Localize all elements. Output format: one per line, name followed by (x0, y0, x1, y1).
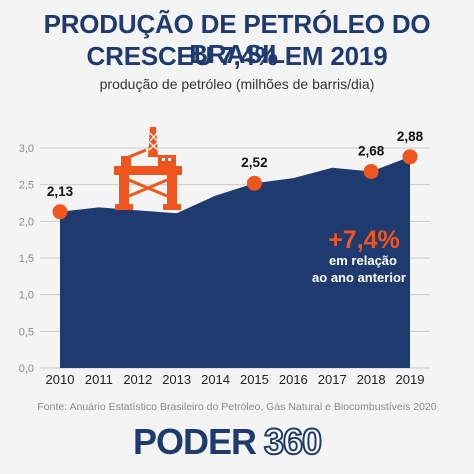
y-tick-label: 2,5 (19, 180, 34, 192)
y-tick-label: 2,0 (19, 216, 34, 228)
data-label-2019: 2,88 (397, 129, 424, 144)
oil-platform-icon (114, 127, 182, 210)
x-tick-label: 2010 (46, 372, 75, 387)
x-tick-label: 2015 (240, 372, 269, 387)
data-marker-2018 (363, 163, 379, 179)
production-chart: 0,0 0,5 1,0 1,5 2,0 2,5 3,0 2,13 2,5 (19, 127, 430, 387)
y-tick-label: 0,0 (19, 363, 34, 375)
x-tick-label: 2018 (357, 372, 386, 387)
production-area (60, 156, 410, 368)
x-tick-label: 2012 (123, 372, 152, 387)
data-marker-2015 (246, 175, 262, 191)
x-tick-label: 2013 (162, 372, 191, 387)
data-marker-2010 (52, 204, 68, 220)
y-tick-label: 1,5 (19, 253, 34, 265)
x-tick-label: 2019 (396, 372, 425, 387)
chart-subtitle: produção de petróleo (milhões de barris/… (99, 76, 375, 92)
chart-title-line-2: CRESCEU 7,4% EM 2019 (86, 41, 388, 71)
y-axis-ticks: 0,0 0,5 1,0 1,5 2,0 2,5 3,0 (19, 143, 34, 375)
data-label-2015: 2,52 (241, 155, 267, 170)
x-tick-label: 2011 (85, 372, 113, 387)
y-tick-label: 3,0 (19, 143, 34, 155)
x-tick-label: 2017 (318, 372, 347, 387)
data-labels: 2,13 2,52 2,68 2,88 (47, 129, 424, 199)
logo-text-poder: PODER (133, 421, 257, 462)
data-marker-2019 (402, 149, 418, 165)
x-tick-label: 2016 (279, 372, 308, 387)
growth-annotation-line-2: ao ano anterior (312, 270, 406, 285)
y-tick-label: 0,5 (19, 326, 34, 338)
logo-text-360: 360 (263, 421, 323, 463)
y-tick-label: 1,0 (19, 290, 34, 302)
source-note: Fonte: Anuário Estatístico Brasileiro do… (37, 401, 437, 413)
growth-annotation-line-1: em relação (329, 253, 397, 268)
poder360-logo: PODER 360 (0, 418, 474, 468)
data-markers (52, 149, 418, 220)
data-label-2018: 2,68 (358, 143, 385, 158)
data-label-2010: 2,13 (47, 184, 74, 199)
x-tick-label: 2014 (201, 372, 230, 387)
chart-title-line-1: PRODUÇÃO DE PETRÓLEO DO BRASIL (43, 9, 431, 69)
growth-annotation-value: +7,4% (328, 226, 400, 254)
x-axis-ticks: 2010 2011 2012 2013 2014 2015 2016 2017 2018 2019 (46, 372, 425, 387)
